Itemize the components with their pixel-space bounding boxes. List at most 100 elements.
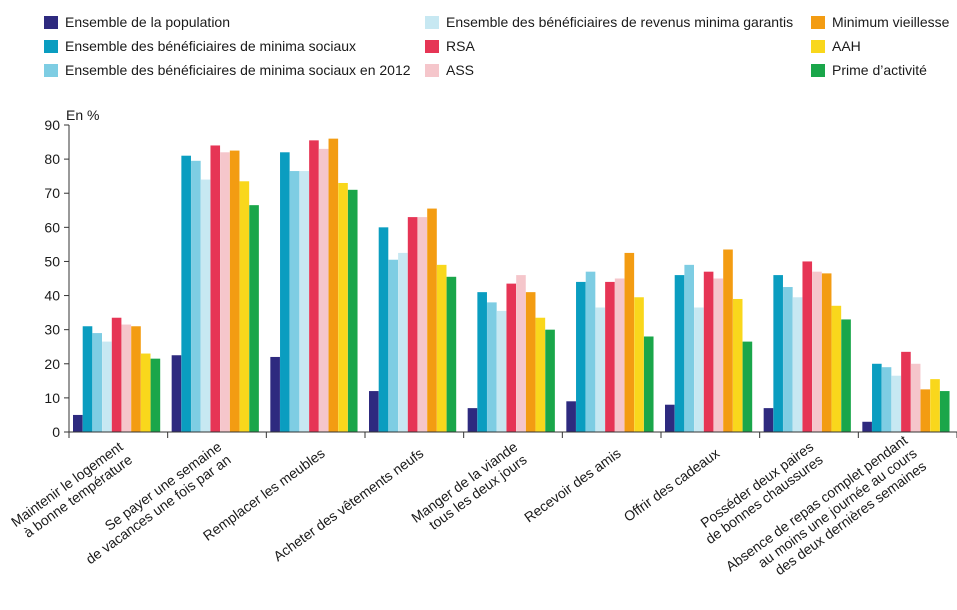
legend-item: Prime d’activité	[811, 62, 927, 78]
bar	[576, 281, 586, 432]
bar-group	[270, 138, 358, 433]
bar	[270, 356, 280, 432]
bar	[792, 297, 803, 432]
bar	[891, 375, 902, 432]
bar-group	[566, 252, 654, 432]
x-tick-label-line: Recevoir des amis	[521, 445, 624, 526]
bar	[249, 205, 259, 432]
bar	[121, 324, 132, 432]
bar	[862, 421, 872, 432]
bar	[920, 389, 931, 432]
y-tick-label: 90	[44, 117, 60, 133]
legend-item: Minimum vieillesse	[811, 14, 950, 30]
bar	[200, 179, 211, 432]
legend-swatch	[425, 40, 439, 53]
bar	[229, 150, 240, 433]
legend-label: Ensemble de la population	[65, 14, 230, 30]
bar	[318, 148, 329, 432]
bar-group	[73, 317, 161, 432]
y-tick-label: 30	[44, 322, 60, 338]
legend-item: AAH	[811, 38, 861, 54]
y-tick-label: 80	[44, 151, 60, 167]
bar	[487, 302, 497, 432]
legend-item: Ensemble des bénéficiaires de minima soc…	[44, 62, 411, 78]
bar	[181, 155, 191, 432]
bar	[171, 355, 182, 432]
bar	[901, 351, 911, 432]
bar	[802, 261, 813, 432]
legend-swatch	[44, 40, 58, 53]
bar	[417, 217, 428, 432]
bar	[841, 319, 851, 432]
legend-swatch	[811, 64, 825, 77]
legend-swatch	[425, 16, 439, 29]
bar	[624, 252, 635, 432]
x-tick-label: Recevoir des amis	[521, 445, 624, 526]
bar	[378, 227, 389, 432]
bar	[674, 275, 685, 432]
bar-group	[467, 275, 555, 432]
bar	[831, 305, 842, 432]
bar	[763, 408, 774, 432]
y-axis-title: En %	[66, 107, 99, 123]
bar	[92, 333, 102, 432]
bar	[328, 138, 339, 432]
bar	[427, 208, 437, 432]
bar	[703, 271, 714, 432]
bar	[694, 307, 704, 432]
bar	[467, 408, 478, 432]
bar	[220, 152, 230, 433]
bar	[131, 326, 141, 432]
bar	[684, 264, 694, 432]
bar	[545, 329, 555, 432]
legend-label: ASS	[446, 62, 474, 78]
bar	[446, 276, 457, 432]
bar	[338, 182, 348, 432]
bars	[73, 138, 950, 433]
legend-label: Ensemble des bénéficiaires de minima soc…	[65, 38, 356, 54]
bar	[309, 140, 319, 432]
x-tick-label: Manger de la viandetous les deux jours	[408, 438, 530, 539]
bar	[407, 217, 418, 432]
y-tick-label: 70	[44, 185, 60, 201]
y-tick-label: 50	[44, 253, 60, 269]
y-tick-label: 0	[52, 424, 60, 440]
bar	[643, 336, 654, 432]
bar	[812, 271, 822, 432]
bar	[398, 252, 408, 432]
bar	[239, 181, 250, 432]
bar	[140, 353, 151, 432]
bar	[634, 297, 644, 432]
bar	[289, 171, 300, 433]
bar	[566, 401, 576, 432]
bar	[516, 275, 526, 432]
bar	[872, 363, 882, 432]
legend-swatch	[811, 40, 825, 53]
bar	[299, 171, 310, 433]
bar	[723, 249, 733, 432]
legend-swatch	[44, 16, 58, 29]
bar	[496, 310, 507, 432]
bar	[280, 152, 290, 433]
bar	[535, 317, 546, 432]
legend-label: RSA	[446, 38, 475, 54]
bar	[939, 391, 950, 432]
bar	[102, 341, 112, 432]
legend-swatch	[425, 64, 439, 77]
legend-label: Minimum vieillesse	[832, 14, 950, 30]
bar	[506, 283, 517, 432]
bar	[595, 307, 606, 432]
bar	[585, 271, 596, 432]
legend-swatch	[44, 64, 58, 77]
bar	[347, 189, 358, 432]
legend-item: Ensemble des bénéficiaires de revenus mi…	[425, 14, 793, 30]
legend-item: Ensemble de la population	[44, 14, 230, 30]
legend: Ensemble de la population Ensemble des bé…	[44, 14, 950, 78]
x-axis: Maintenir le logementà bonne température…	[8, 431, 957, 578]
bar	[436, 264, 447, 432]
bar	[111, 317, 122, 432]
bar-group	[369, 208, 457, 432]
bar	[732, 298, 743, 432]
bar-group	[862, 351, 950, 432]
